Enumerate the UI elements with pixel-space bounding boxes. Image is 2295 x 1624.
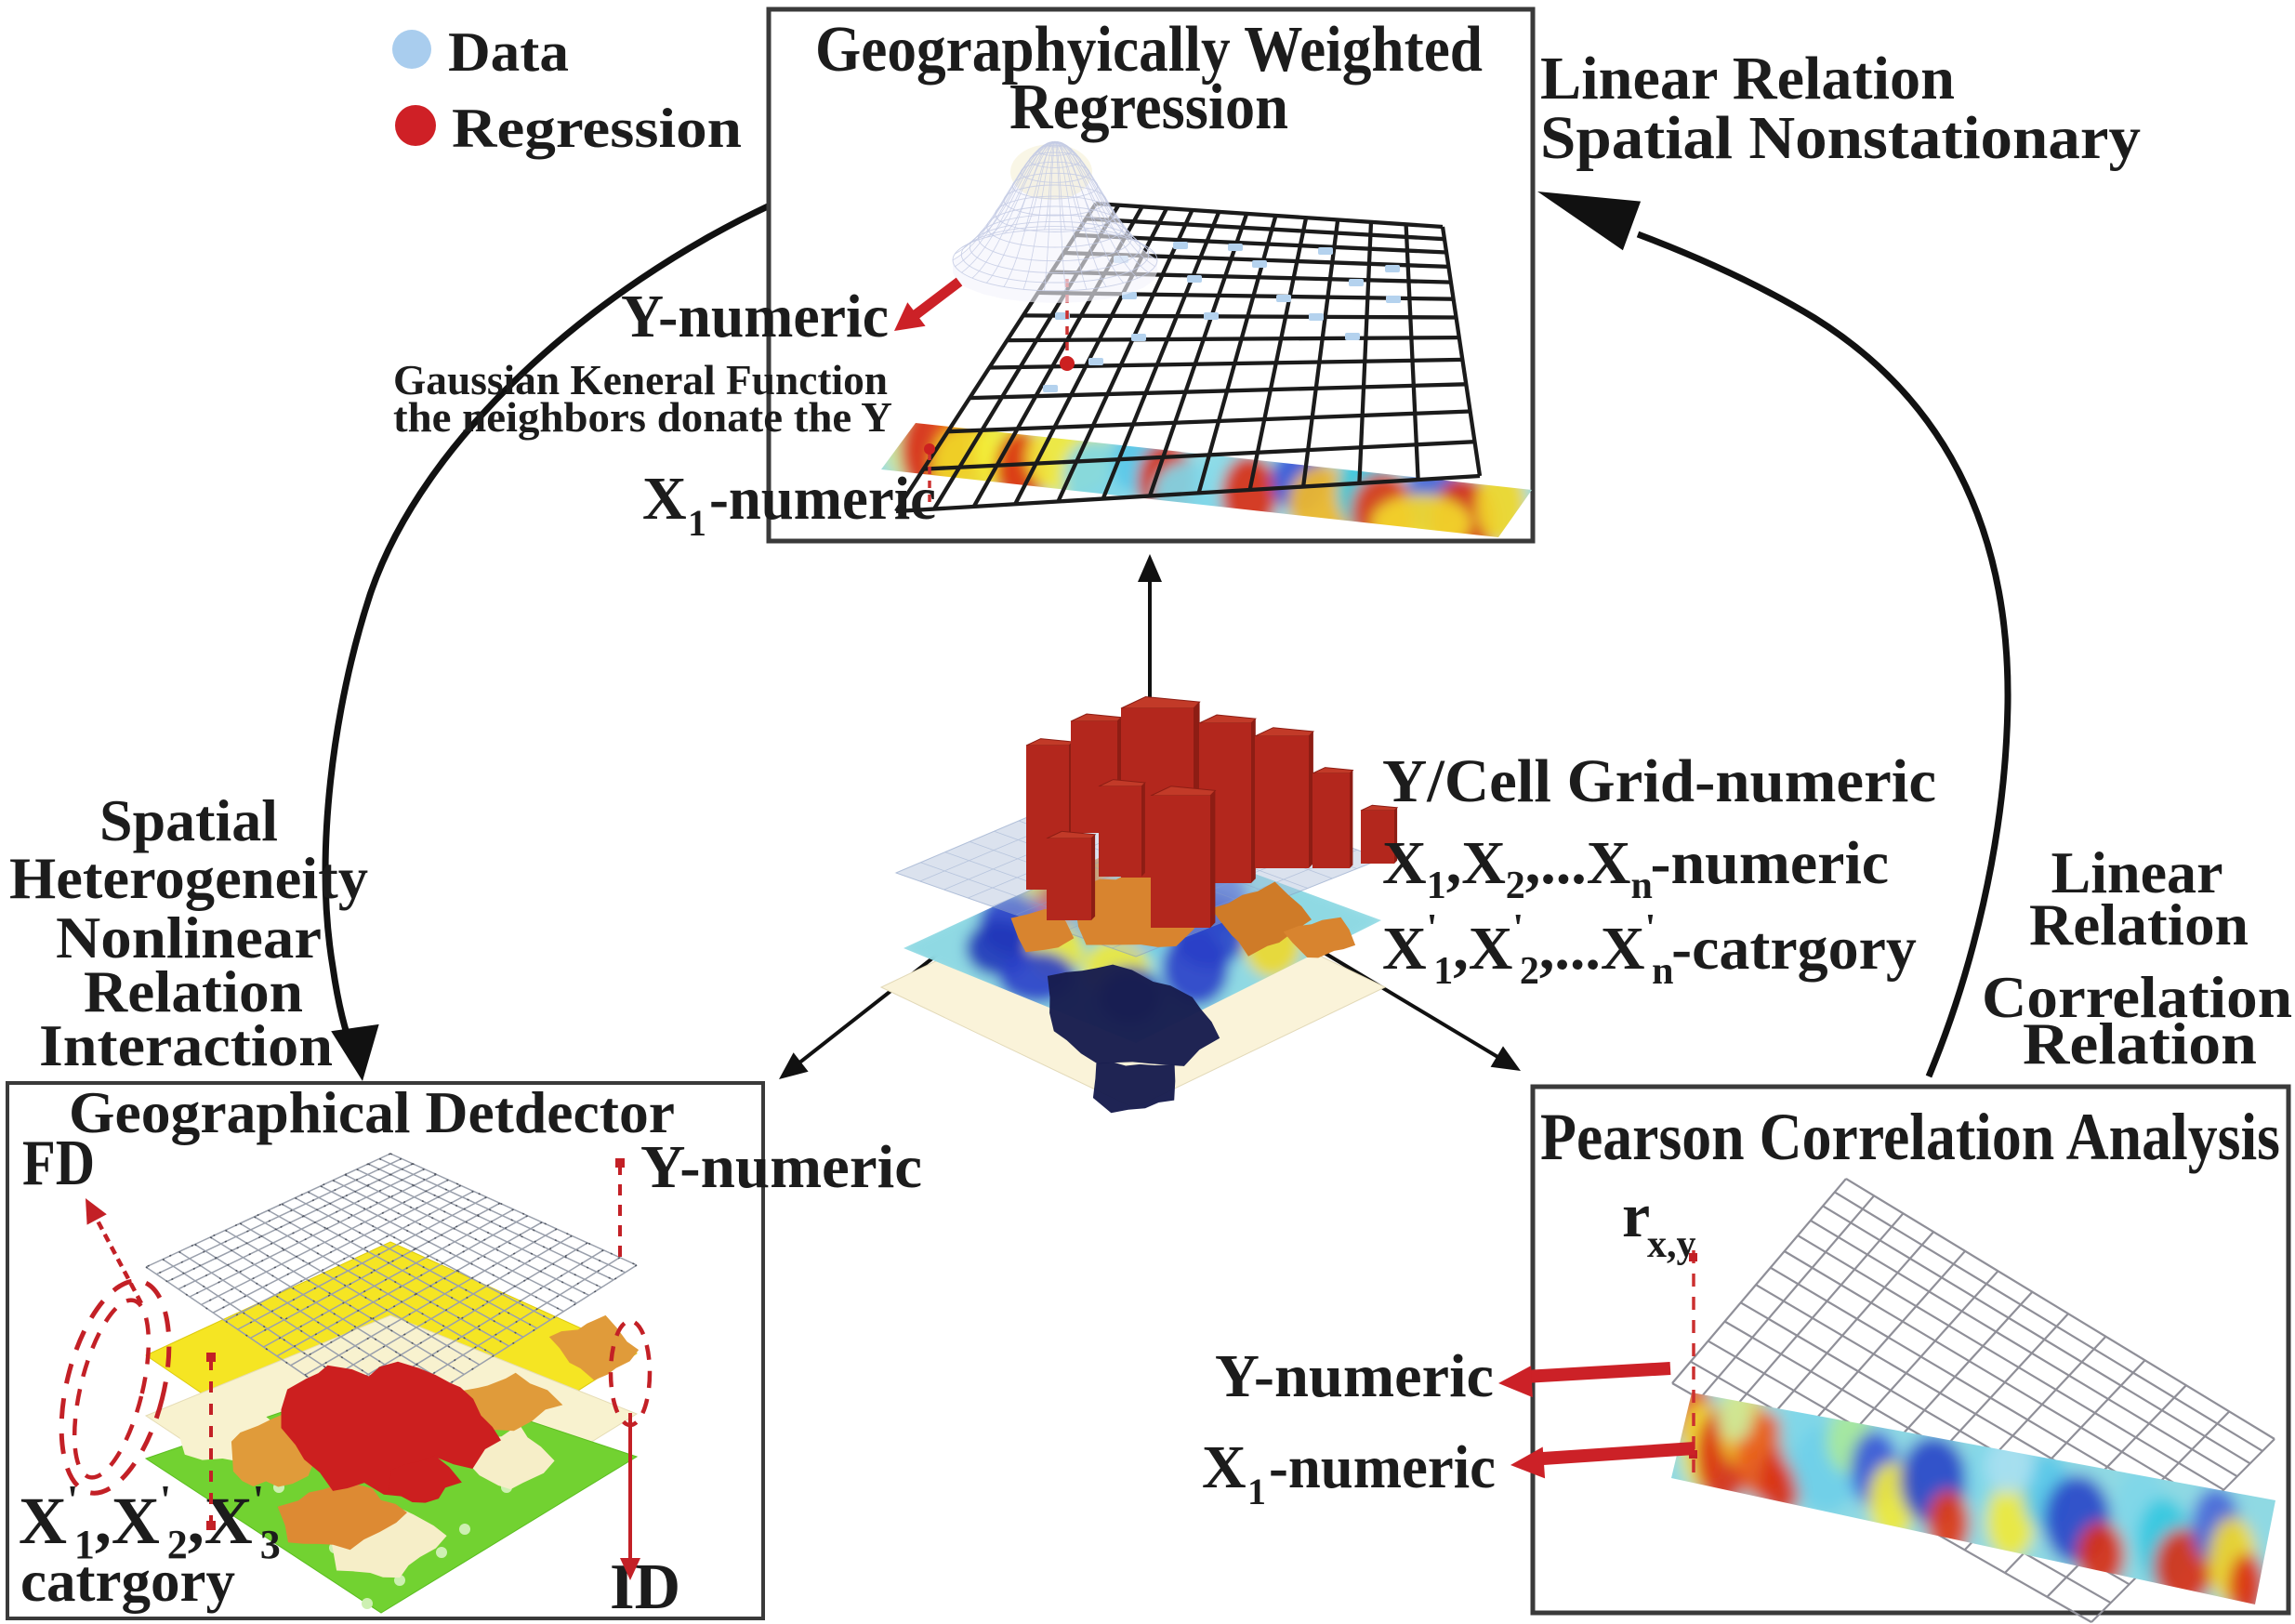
svg-text:,X: ,X <box>95 1484 160 1558</box>
svg-text:-numeric: -numeric <box>1651 829 1890 897</box>
svg-text:2: 2 <box>1520 950 1539 993</box>
svg-text:Pearson Correlation Analysis: Pearson Correlation Analysis <box>1540 1100 2280 1174</box>
svg-text:x,y: x,y <box>1647 1223 1696 1266</box>
svg-text:X: X <box>1382 829 1427 897</box>
svg-text:n: n <box>1631 865 1653 907</box>
svg-text:,X: ,X <box>1446 829 1506 897</box>
svg-text:Regression: Regression <box>452 98 742 159</box>
svg-text:,X: ,X <box>188 1484 253 1558</box>
svg-text:2: 2 <box>1506 865 1525 907</box>
svg-text:1: 1 <box>1427 865 1446 907</box>
svg-text:ID: ID <box>610 1551 680 1623</box>
svg-text:Nonlinear: Nonlinear <box>56 904 322 970</box>
svg-text:Correlation: Correlation <box>1982 964 2292 1030</box>
svg-text:2: 2 <box>167 1522 188 1567</box>
svg-text:1: 1 <box>1247 1471 1266 1512</box>
svg-text:Data: Data <box>448 21 569 83</box>
svg-text:1: 1 <box>1433 950 1453 993</box>
svg-text:1: 1 <box>74 1522 95 1567</box>
svg-text:': ' <box>1512 907 1523 950</box>
svg-text:Y-numeric: Y-numeric <box>640 1133 922 1201</box>
svg-text:X: X <box>1202 1433 1246 1501</box>
svg-text:X: X <box>642 465 687 533</box>
svg-text:X: X <box>19 1484 67 1558</box>
svg-text:1: 1 <box>688 502 706 544</box>
svg-text:': ' <box>67 1477 78 1523</box>
svg-text:X: X <box>1382 915 1427 983</box>
svg-text:Geographyically Weighted: Geographyically Weighted <box>815 14 1483 86</box>
svg-text:Y-numeric: Y-numeric <box>1215 1342 1494 1410</box>
svg-text:': ' <box>253 1477 264 1523</box>
svg-text:Linear Relation: Linear Relation <box>1540 45 1955 112</box>
svg-text:-numeric: -numeric <box>709 465 936 533</box>
svg-text:FD: FD <box>22 1128 95 1199</box>
svg-text:': ' <box>160 1477 171 1523</box>
svg-text:,X: ,X <box>1453 915 1512 983</box>
svg-text:Relation: Relation <box>2029 891 2249 957</box>
svg-text:Linear: Linear <box>2051 839 2223 905</box>
svg-text:Gaussian Keneral Function: Gaussian Keneral Function <box>393 356 888 403</box>
svg-text:Regression: Regression <box>1009 72 1288 143</box>
svg-text:catrgory: catrgory <box>20 1548 235 1614</box>
svg-text:n: n <box>1652 950 1673 993</box>
svg-text:': ' <box>1427 907 1438 950</box>
svg-text:Spatial Nonstationary: Spatial Nonstationary <box>1540 104 2141 172</box>
svg-text:Relation: Relation <box>84 958 303 1024</box>
svg-text:Spatial: Spatial <box>99 787 278 853</box>
svg-text:Y-numeric: Y-numeric <box>621 283 889 350</box>
svg-text:-catrgory: -catrgory <box>1671 915 1917 983</box>
svg-text:-numeric: -numeric <box>1269 1433 1496 1501</box>
svg-text:r: r <box>1622 1180 1650 1250</box>
svg-text:': ' <box>1645 907 1656 950</box>
svg-text:Heterogeneity: Heterogeneity <box>9 845 368 911</box>
svg-text:Relation: Relation <box>2023 1010 2257 1076</box>
svg-text:,...X: ,...X <box>1539 915 1645 983</box>
svg-text:Y/Cell Grid-numeric: Y/Cell Grid-numeric <box>1382 747 1936 815</box>
svg-text:Geographical Detdector: Geographical Detdector <box>69 1079 675 1145</box>
svg-text:Interaction: Interaction <box>39 1012 333 1078</box>
svg-text:3: 3 <box>260 1522 281 1567</box>
svg-text:,...X: ,...X <box>1525 829 1631 897</box>
svg-text:the neighbors donate the Y: the neighbors donate the Y <box>393 393 892 441</box>
